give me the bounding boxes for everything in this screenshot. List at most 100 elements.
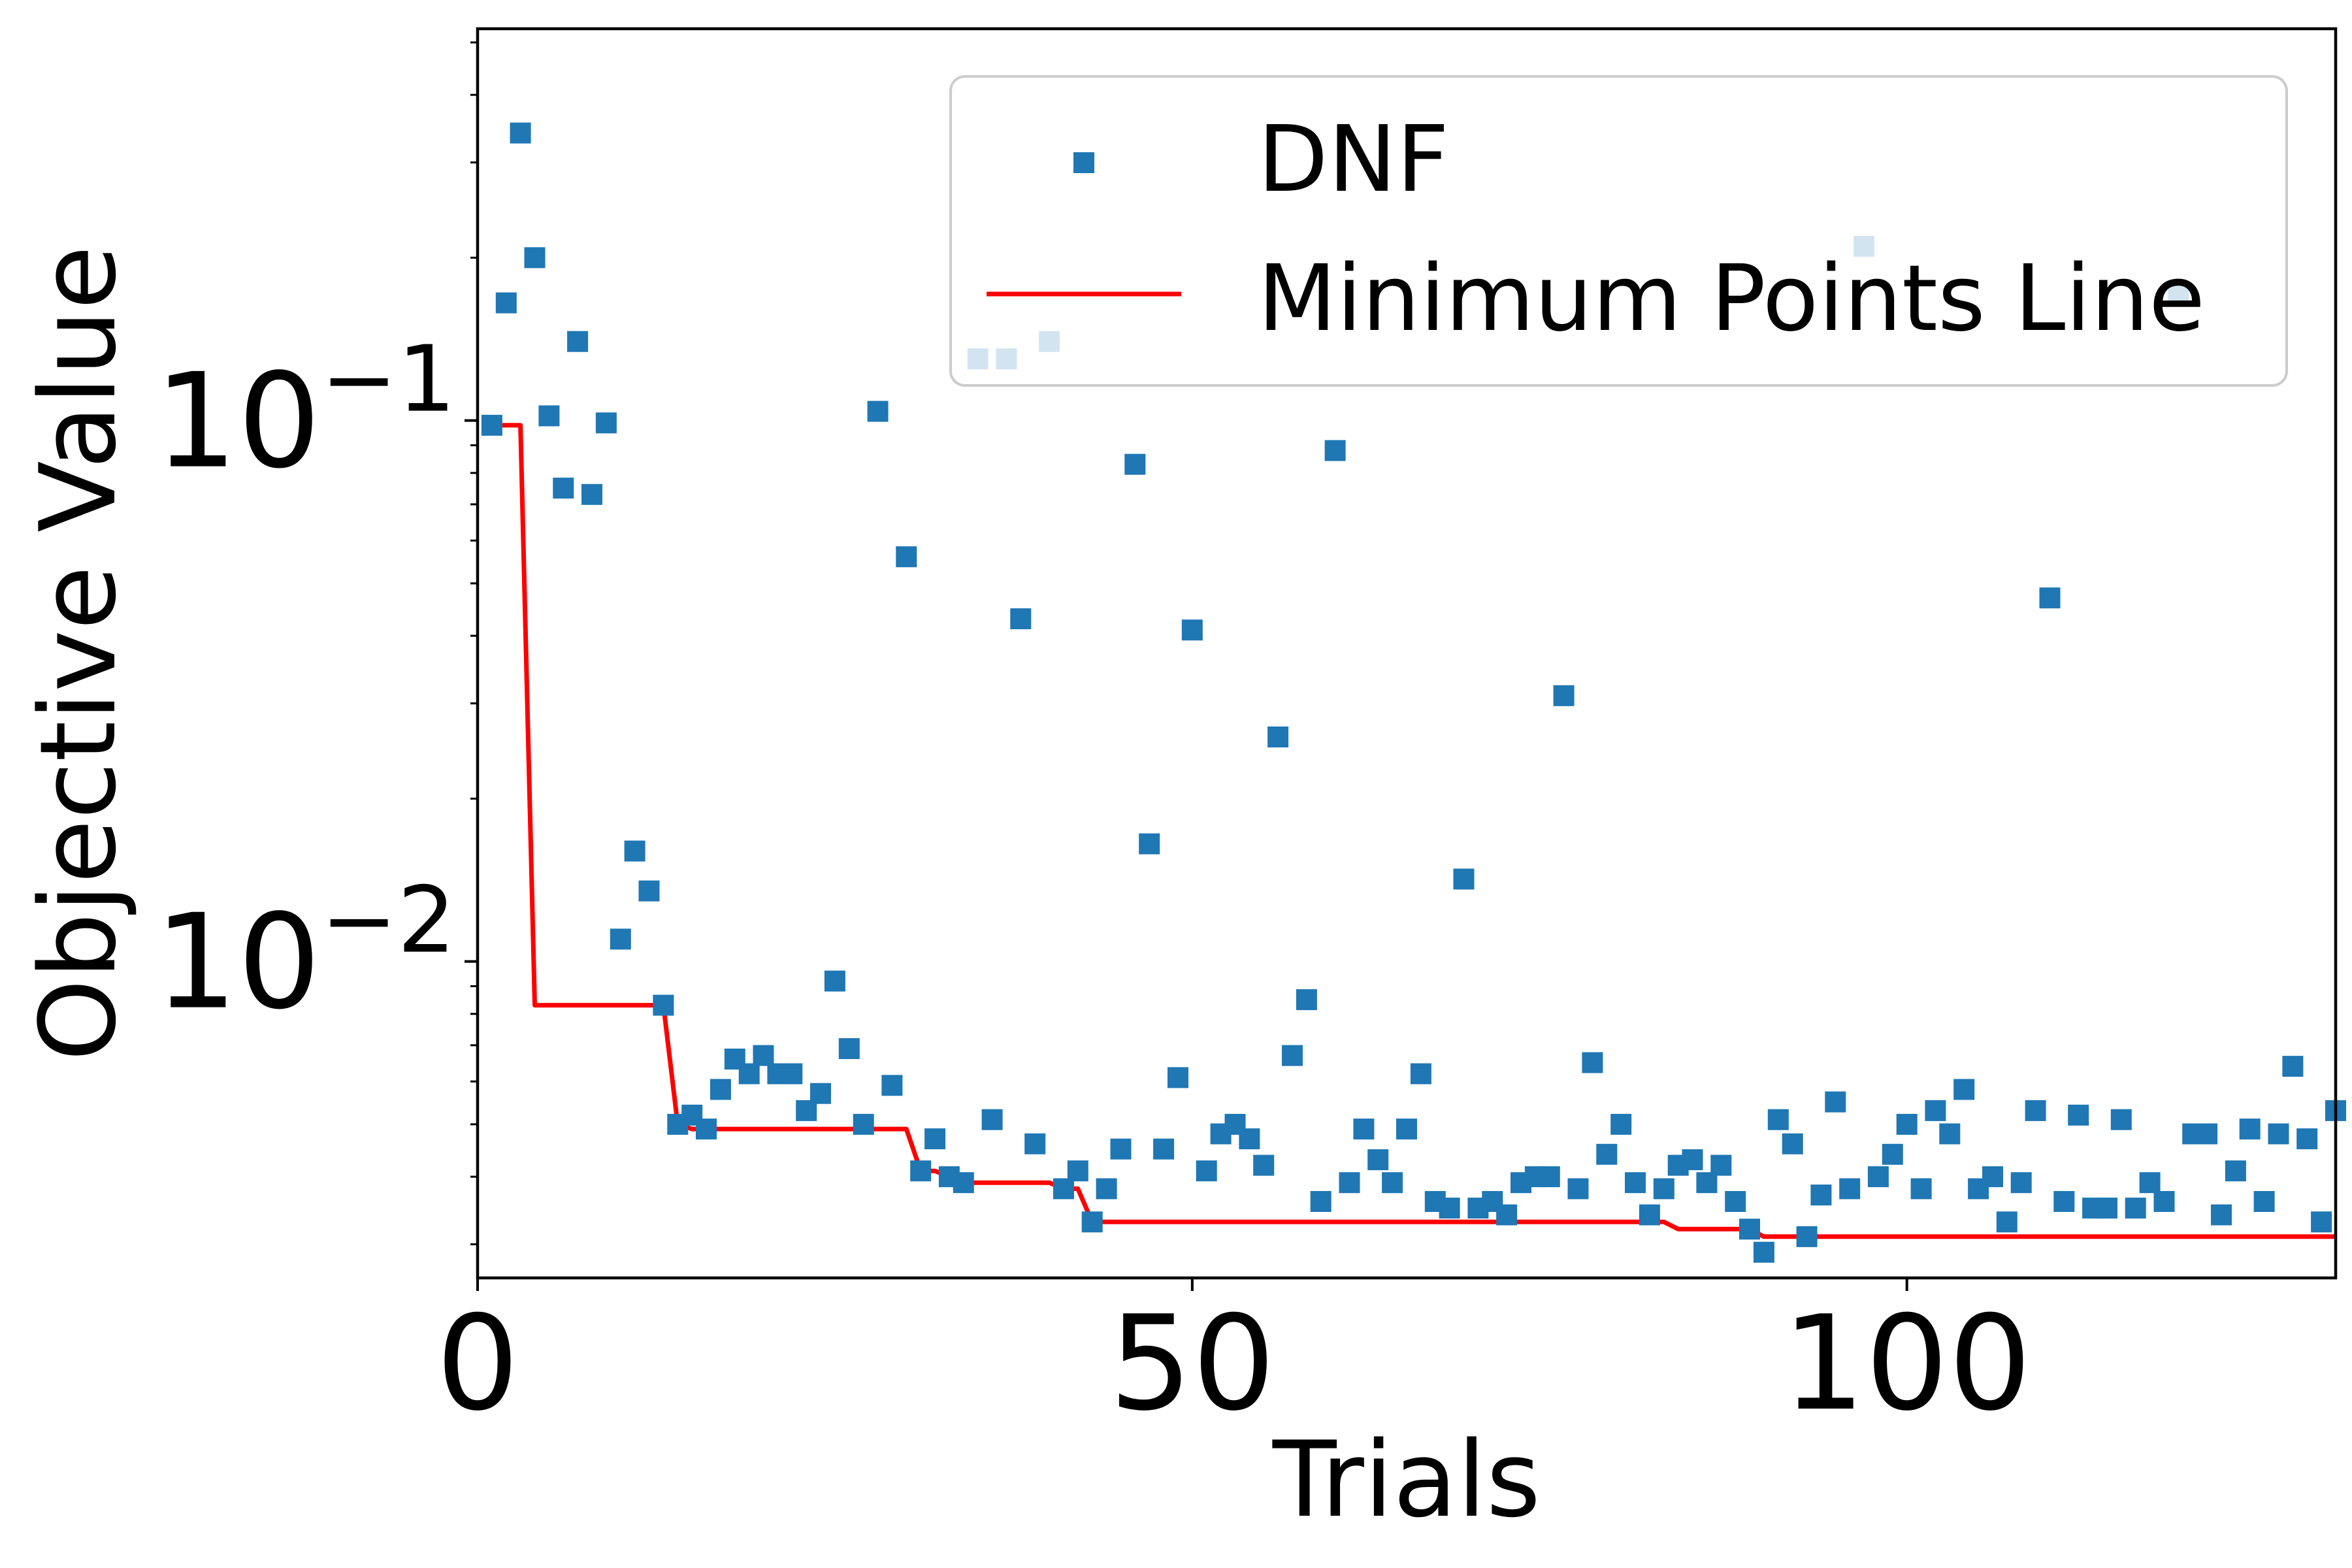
legend-label-minimum: Minimum Points Line — [1258, 246, 2205, 352]
data-point-dnf — [738, 1063, 760, 1085]
data-point-dnf — [2153, 1191, 2175, 1212]
data-point-dnf — [495, 292, 517, 314]
data-point-dnf — [1239, 1128, 1260, 1150]
data-point-dnf — [1282, 1045, 1303, 1066]
data-point-dnf — [1353, 1119, 1375, 1140]
data-point-dnf — [1067, 1160, 1088, 1182]
data-point-dnf — [1953, 1079, 1975, 1100]
data-point-dnf — [2311, 1211, 2332, 1233]
data-point-dnf — [581, 483, 602, 505]
data-point-dnf — [1382, 1172, 1403, 1194]
data-point-dnf — [1010, 608, 1032, 630]
data-point-dnf — [1839, 1178, 1861, 1200]
legend: DNF Minimum Points Line — [949, 75, 2288, 387]
x-tick-label: 100 — [1782, 1288, 2032, 1440]
data-point-dnf — [2097, 1198, 2117, 1219]
data-point-dnf — [2211, 1204, 2232, 1226]
data-point-dnf — [510, 122, 531, 144]
data-point-dnf — [1153, 1138, 1175, 1160]
data-point-dnf — [2053, 1191, 2075, 1212]
data-point-dnf — [1796, 1226, 1818, 1247]
data-point-dnf — [567, 331, 589, 352]
data-point-dnf — [2039, 587, 2061, 609]
x-axis: 0 50 100 — [436, 1278, 2032, 1440]
data-point-dnf — [696, 1119, 717, 1140]
data-point-dnf — [538, 405, 560, 427]
data-point-dnf — [2268, 1123, 2289, 1145]
y-axis-label: Objective Value — [17, 246, 139, 1062]
data-point-dnf — [753, 1045, 774, 1066]
data-point-dnf — [1024, 1133, 1046, 1154]
data-point-dnf — [1867, 1166, 1889, 1188]
data-point-dnf — [1553, 685, 1575, 706]
data-point-dnf — [2253, 1191, 2275, 1212]
data-point-dnf — [1324, 440, 1346, 461]
series-line-minimum-points — [491, 423, 2336, 1239]
data-point-dnf — [1439, 1198, 1460, 1219]
data-point-dnf — [1396, 1119, 1417, 1140]
y-tick-label-exponent: −2 — [321, 868, 455, 974]
data-point-dnf — [810, 1083, 831, 1104]
data-point-dnf — [1096, 1178, 1117, 1200]
data-point-dnf — [881, 1075, 903, 1096]
data-point-dnf — [2225, 1160, 2246, 1182]
legend-label-dnf: DNF — [1258, 106, 1449, 213]
data-point-dnf — [1296, 989, 1317, 1011]
data-point-dnf — [2282, 1056, 2304, 1077]
data-point-dnf — [853, 1113, 874, 1135]
data-point-dnf — [1053, 1178, 1074, 1200]
data-point-dnf — [1925, 1100, 1946, 1121]
data-point-dnf — [1625, 1172, 1646, 1194]
data-point-dnf — [1810, 1184, 1832, 1206]
y-tick-label: 10 −1 — [155, 327, 456, 498]
data-point-dnf — [1081, 1211, 1103, 1233]
data-point-dnf — [1582, 1052, 1603, 1073]
data-point-dnf — [1539, 1166, 1560, 1188]
data-point-dnf — [624, 840, 645, 862]
data-point-dnf — [867, 400, 889, 422]
data-point-dnf — [1110, 1138, 1132, 1160]
data-point-dnf — [1782, 1133, 1803, 1154]
data-point-dnf — [1496, 1204, 1518, 1226]
data-point-dnf — [1896, 1113, 1918, 1135]
data-point-dnf — [524, 247, 546, 269]
data-point-dnf — [1753, 1241, 1774, 1263]
data-point-dnf — [2110, 1109, 2132, 1130]
data-point-dnf — [1825, 1091, 1846, 1113]
data-point-dnf — [1253, 1154, 1275, 1176]
data-point-dnf — [1682, 1149, 1703, 1171]
data-point-dnf — [1410, 1063, 1431, 1085]
x-tick-label: 50 — [1109, 1288, 1276, 1440]
data-point-dnf — [1139, 833, 1160, 855]
data-point-dnf — [2010, 1172, 2032, 1194]
data-point-dnf — [1168, 1067, 1188, 1088]
data-point-dnf — [1882, 1143, 1903, 1165]
data-point-dnf — [1367, 1149, 1389, 1171]
data-point-dnf — [1267, 727, 1289, 747]
data-point-dnf — [653, 994, 674, 1016]
data-point-dnf — [1639, 1204, 1660, 1226]
data-point-dnf — [1310, 1191, 1331, 1212]
data-point-dnf — [553, 478, 574, 499]
data-point-dnf — [781, 1063, 803, 1085]
data-point-dnf — [1982, 1166, 2003, 1188]
y-axis: 10−210−1 — [155, 41, 478, 1246]
data-point-dnf — [1767, 1109, 1789, 1130]
y-tick-label-base: 10 — [155, 887, 321, 1039]
data-point-dnf — [2296, 1128, 2318, 1150]
legend-marker-dnf — [1073, 152, 1094, 173]
data-point-dnf — [595, 412, 617, 434]
data-point-dnf — [1710, 1154, 1732, 1176]
data-point-dnf — [910, 1160, 932, 1182]
data-point-dnf — [1996, 1211, 2017, 1233]
x-axis-label: Trials — [1272, 1418, 1541, 1541]
data-point-dnf — [710, 1079, 731, 1100]
data-point-dnf — [481, 414, 502, 436]
y-tick-label-exponent: −1 — [321, 327, 455, 433]
data-point-dnf — [981, 1109, 1003, 1130]
data-point-dnf — [1596, 1143, 1618, 1165]
data-point-dnf — [1939, 1123, 1961, 1145]
data-point-dnf — [2125, 1198, 2146, 1219]
y-tick-label: 10 −2 — [155, 868, 456, 1039]
